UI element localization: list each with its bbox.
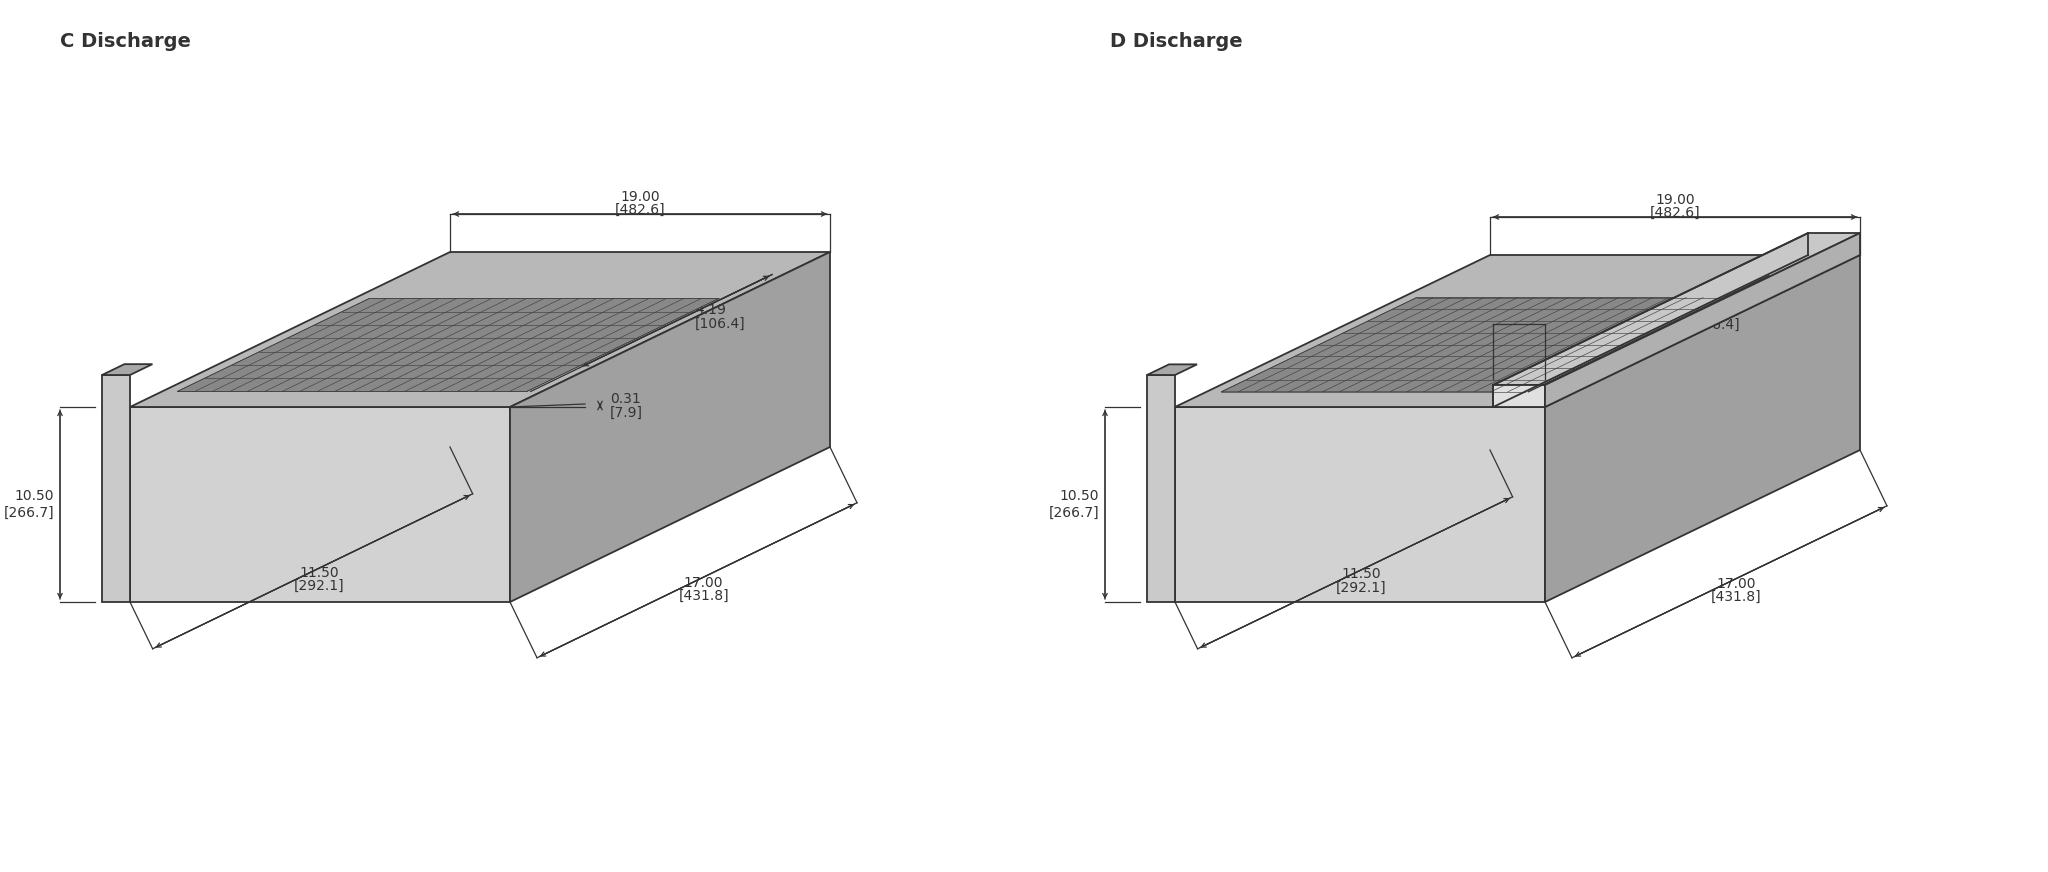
Text: 17.00: 17.00 xyxy=(684,576,723,589)
Text: [482.6]: [482.6] xyxy=(1651,206,1700,220)
Polygon shape xyxy=(510,252,829,602)
Text: [431.8]: [431.8] xyxy=(678,589,729,603)
Polygon shape xyxy=(1147,364,1196,375)
Text: [106.4]: [106.4] xyxy=(694,317,745,330)
Text: 0.88: 0.88 xyxy=(1503,306,1534,320)
Text: C Discharge: C Discharge xyxy=(59,32,190,51)
Text: [406.4]: [406.4] xyxy=(1425,332,1477,346)
Text: [292.1]: [292.1] xyxy=(1335,581,1386,595)
Text: 4.19: 4.19 xyxy=(694,303,725,317)
Polygon shape xyxy=(1493,233,1860,385)
Polygon shape xyxy=(102,364,152,375)
Text: [431.8]: [431.8] xyxy=(1710,590,1761,604)
Polygon shape xyxy=(178,298,719,392)
Text: 4.19: 4.19 xyxy=(1690,303,1720,318)
Text: 11.50: 11.50 xyxy=(1341,568,1380,582)
Polygon shape xyxy=(129,252,829,407)
Polygon shape xyxy=(102,375,129,602)
Polygon shape xyxy=(1544,255,1860,602)
Text: 11.50: 11.50 xyxy=(299,566,338,580)
Text: [266.7]: [266.7] xyxy=(1049,506,1100,520)
Polygon shape xyxy=(1176,407,1544,602)
Text: 0.31: 0.31 xyxy=(610,392,641,406)
Text: [22.4]: [22.4] xyxy=(1499,319,1540,333)
Text: 16.00: 16.00 xyxy=(1432,319,1470,333)
Text: [106.4]: [106.4] xyxy=(1690,318,1741,332)
Text: 17.00: 17.00 xyxy=(1716,577,1755,591)
Text: 19.00: 19.00 xyxy=(621,190,659,204)
Text: 16.00: 16.00 xyxy=(412,318,451,332)
Polygon shape xyxy=(129,407,510,602)
Text: D Discharge: D Discharge xyxy=(1110,32,1243,51)
Text: [266.7]: [266.7] xyxy=(4,506,53,520)
Polygon shape xyxy=(1493,385,1544,407)
Polygon shape xyxy=(1176,255,1860,407)
Text: 19.00: 19.00 xyxy=(1655,193,1696,207)
Text: [7.9]: [7.9] xyxy=(610,406,643,420)
Text: [482.6]: [482.6] xyxy=(614,203,666,217)
Text: 10.50: 10.50 xyxy=(1059,489,1100,503)
Polygon shape xyxy=(1221,297,1720,392)
Text: 10.50: 10.50 xyxy=(14,489,53,503)
Text: [292.1]: [292.1] xyxy=(293,579,344,593)
Text: [406.4]: [406.4] xyxy=(406,331,457,345)
Polygon shape xyxy=(1147,375,1176,602)
Polygon shape xyxy=(1544,233,1860,407)
